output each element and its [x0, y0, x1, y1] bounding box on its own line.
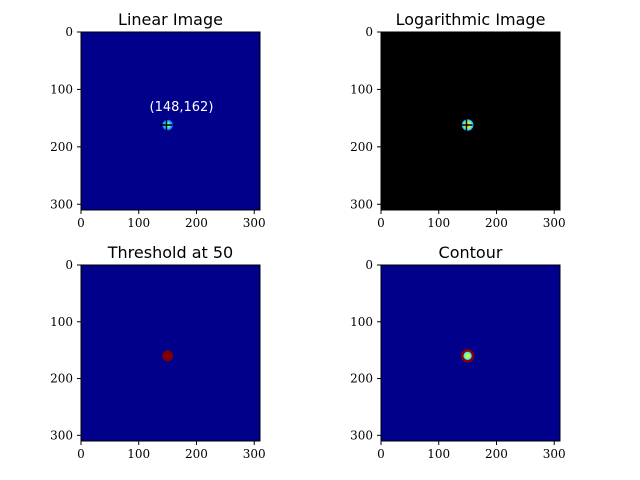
x-tick-label: 200	[185, 216, 208, 230]
x-tick-label: 300	[243, 216, 266, 230]
y-tick-label: 300	[350, 197, 373, 211]
y-tick-label: 200	[50, 140, 73, 154]
y-tick-label: 300	[50, 197, 73, 211]
panel-title: Linear Image	[118, 10, 223, 29]
x-tick-label: 200	[485, 216, 508, 230]
panel-3: Threshold at 50 0 100 200 300 0 100 200 300	[50, 243, 266, 461]
y-tick-label: 100	[50, 315, 73, 329]
x-tick-label: 100	[427, 447, 450, 461]
panel-4: Contour 0 100 200 300 0 100 200 300	[350, 243, 566, 461]
y-tick-label: 0	[365, 258, 373, 272]
panel-2: Logarithmic Image 0 100 200 300 0 100 200 300	[350, 10, 566, 230]
y-tick-label: 200	[350, 140, 373, 154]
x-tick-label: 300	[243, 447, 266, 461]
threshold-region	[162, 350, 174, 362]
y-tick-label: 100	[350, 315, 373, 329]
x-tick-label: 0	[377, 447, 385, 461]
y-tick-label: 0	[65, 25, 73, 39]
axes-frame	[80, 264, 261, 442]
centroid-annotation: (148,162)	[150, 100, 214, 115]
y-tick-label: 300	[50, 428, 73, 442]
intensity-blob	[462, 350, 474, 362]
axes-frame	[380, 31, 561, 211]
y-tick-label: 100	[350, 82, 373, 96]
y-tick-label: 0	[65, 258, 73, 272]
x-tick-label: 300	[543, 447, 566, 461]
panel-title: Contour	[439, 243, 503, 262]
x-tick-label: 0	[377, 216, 385, 230]
x-tick-label: 100	[127, 447, 150, 461]
y-tick-label: 200	[350, 372, 373, 386]
x-tick-label: 0	[77, 216, 85, 230]
x-tick-label: 100	[127, 216, 150, 230]
x-tick-label: 200	[485, 447, 508, 461]
y-tick-label: 200	[50, 372, 73, 386]
x-tick-label: 100	[427, 216, 450, 230]
x-tick-label: 300	[543, 216, 566, 230]
x-tick-label: 0	[77, 447, 85, 461]
panel-1: Linear Image (148,162) 0 100 200 300 0 100 200 30…	[50, 10, 266, 230]
x-tick-label: 200	[185, 447, 208, 461]
axes-frame	[80, 31, 261, 211]
contour-line	[460, 349, 475, 363]
panel-title: Threshold at 50	[107, 243, 233, 262]
axes-frame	[380, 264, 561, 442]
y-tick-label: 300	[350, 428, 373, 442]
y-tick-label: 100	[50, 82, 73, 96]
panel-title: Logarithmic Image	[396, 10, 546, 29]
y-tick-label: 0	[365, 25, 373, 39]
